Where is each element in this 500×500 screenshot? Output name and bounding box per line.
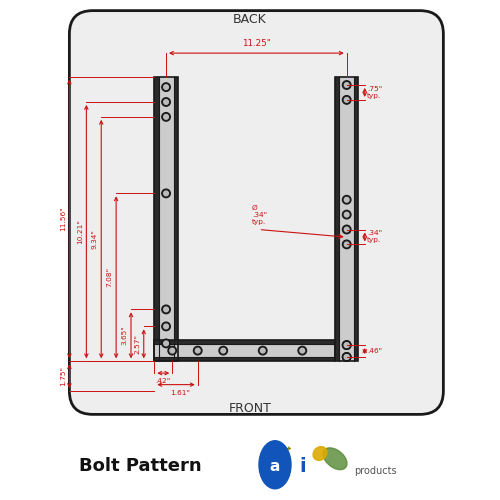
Circle shape — [344, 343, 349, 347]
Bar — [154, 76, 178, 361]
FancyBboxPatch shape — [70, 10, 444, 414]
Bar — [335, 76, 358, 361]
Circle shape — [260, 348, 265, 353]
Bar — [158, 76, 174, 361]
Circle shape — [342, 353, 351, 361]
Ellipse shape — [323, 448, 347, 469]
Circle shape — [162, 189, 170, 198]
Circle shape — [344, 354, 349, 360]
Circle shape — [342, 196, 351, 204]
Text: 10.21": 10.21" — [77, 219, 83, 244]
Circle shape — [344, 242, 349, 246]
Circle shape — [342, 341, 351, 349]
Bar — [154, 358, 335, 361]
Circle shape — [344, 354, 349, 360]
Text: .46": .46" — [367, 348, 382, 354]
Text: 11.56": 11.56" — [60, 206, 66, 231]
Circle shape — [221, 348, 226, 353]
Circle shape — [344, 198, 349, 202]
Circle shape — [344, 212, 349, 217]
Ellipse shape — [313, 446, 327, 460]
Circle shape — [162, 339, 170, 347]
Circle shape — [344, 227, 349, 232]
Bar — [174, 76, 178, 361]
Circle shape — [342, 341, 351, 349]
Circle shape — [164, 191, 168, 196]
Text: 7.08": 7.08" — [106, 267, 112, 287]
Text: 2.57": 2.57" — [134, 334, 140, 354]
Text: 9.34": 9.34" — [92, 229, 98, 249]
Circle shape — [168, 346, 176, 355]
Circle shape — [344, 343, 349, 347]
Bar — [154, 340, 335, 361]
Circle shape — [219, 346, 228, 355]
Text: 1.61": 1.61" — [170, 390, 190, 396]
Bar — [335, 76, 339, 361]
Bar — [154, 76, 178, 361]
Circle shape — [196, 348, 200, 353]
Bar — [335, 76, 358, 361]
Circle shape — [342, 210, 351, 219]
Bar — [154, 76, 158, 361]
Circle shape — [170, 348, 174, 353]
Circle shape — [258, 346, 267, 355]
Circle shape — [164, 324, 168, 328]
Text: .34"
typ.: .34" typ. — [367, 230, 382, 243]
Text: 11.25": 11.25" — [242, 39, 271, 48]
Text: 3.65": 3.65" — [122, 326, 128, 345]
Circle shape — [164, 307, 168, 312]
Text: .42": .42" — [156, 378, 171, 384]
Text: products: products — [354, 466, 397, 476]
Circle shape — [164, 85, 168, 89]
Circle shape — [194, 346, 202, 355]
Circle shape — [344, 82, 349, 87]
Text: FRONT: FRONT — [228, 402, 272, 414]
Circle shape — [342, 96, 351, 104]
Circle shape — [164, 341, 168, 345]
Bar — [339, 76, 354, 361]
Circle shape — [162, 83, 170, 92]
Text: ✦: ✦ — [286, 446, 292, 452]
Circle shape — [342, 225, 351, 234]
Bar — [154, 340, 335, 361]
Text: a: a — [270, 459, 280, 474]
Circle shape — [342, 353, 351, 361]
Text: Ø
.34"
typ.: Ø .34" typ. — [252, 204, 267, 225]
Circle shape — [162, 322, 170, 330]
Bar — [354, 76, 358, 361]
Circle shape — [342, 81, 351, 90]
Text: Bolt Pattern: Bolt Pattern — [78, 457, 202, 475]
Circle shape — [300, 348, 304, 353]
Text: BACK: BACK — [233, 12, 267, 26]
Circle shape — [162, 112, 170, 121]
Circle shape — [298, 346, 306, 355]
Circle shape — [164, 114, 168, 119]
Text: 1.75": 1.75" — [60, 366, 66, 386]
Text: .75"
typ.: .75" typ. — [367, 86, 382, 99]
Circle shape — [164, 100, 168, 104]
Circle shape — [162, 305, 170, 314]
Text: i: i — [299, 457, 306, 476]
Bar — [154, 344, 335, 358]
Bar — [154, 340, 335, 344]
Circle shape — [259, 441, 291, 489]
Circle shape — [344, 98, 349, 102]
Circle shape — [342, 240, 351, 248]
Circle shape — [162, 98, 170, 106]
